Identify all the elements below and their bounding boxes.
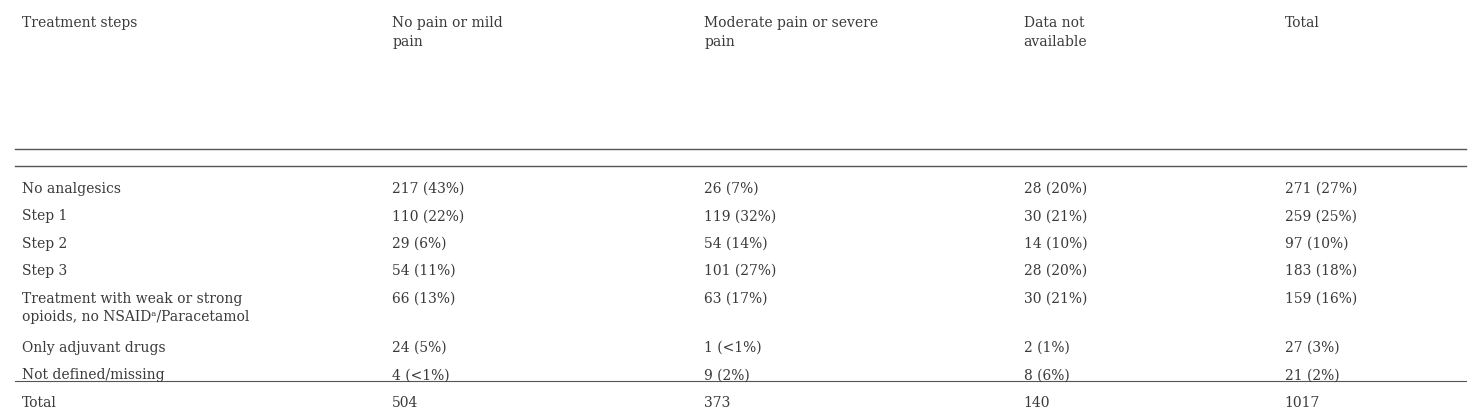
Text: 63 (17%): 63 (17%) <box>705 292 767 306</box>
Text: 2 (1%): 2 (1%) <box>1023 341 1069 355</box>
Text: Step 3: Step 3 <box>22 264 67 278</box>
Text: Treatment with weak or strong
opioids, no NSAIDᵃ/Paracetamol: Treatment with weak or strong opioids, n… <box>22 292 249 324</box>
Text: Moderate pain or severe
pain: Moderate pain or severe pain <box>705 16 878 49</box>
Text: 140: 140 <box>1023 396 1050 410</box>
Text: 183 (18%): 183 (18%) <box>1286 264 1357 278</box>
Text: 97 (10%): 97 (10%) <box>1286 236 1348 250</box>
Text: 259 (25%): 259 (25%) <box>1286 209 1357 223</box>
Text: Step 2: Step 2 <box>22 236 67 250</box>
Text: 110 (22%): 110 (22%) <box>392 209 465 223</box>
Text: Not defined/missing: Not defined/missing <box>22 368 164 382</box>
Text: 66 (13%): 66 (13%) <box>392 292 456 306</box>
Text: 27 (3%): 27 (3%) <box>1286 341 1339 355</box>
Text: 1 (<1%): 1 (<1%) <box>705 341 761 355</box>
Text: 14 (10%): 14 (10%) <box>1023 236 1087 250</box>
Text: 8 (6%): 8 (6%) <box>1023 368 1069 382</box>
Text: 28 (20%): 28 (20%) <box>1023 182 1087 196</box>
Text: Total: Total <box>22 396 56 410</box>
Text: Only adjuvant drugs: Only adjuvant drugs <box>22 341 166 355</box>
Text: 373: 373 <box>705 396 730 410</box>
Text: 29 (6%): 29 (6%) <box>392 236 447 250</box>
Text: 21 (2%): 21 (2%) <box>1286 368 1339 382</box>
Text: No analgesics: No analgesics <box>22 182 121 196</box>
Text: 24 (5%): 24 (5%) <box>392 341 447 355</box>
Text: Step 1: Step 1 <box>22 209 68 223</box>
Text: 9 (2%): 9 (2%) <box>705 368 749 382</box>
Text: 30 (21%): 30 (21%) <box>1023 292 1087 306</box>
Text: Data not
available: Data not available <box>1023 16 1087 49</box>
Text: Total: Total <box>1286 16 1320 30</box>
Text: 26 (7%): 26 (7%) <box>705 182 758 196</box>
Text: 4 (<1%): 4 (<1%) <box>392 368 450 382</box>
Text: 54 (14%): 54 (14%) <box>705 236 767 250</box>
Text: No pain or mild
pain: No pain or mild pain <box>392 16 504 49</box>
Text: 30 (21%): 30 (21%) <box>1023 209 1087 223</box>
Text: 504: 504 <box>392 396 419 410</box>
Text: 217 (43%): 217 (43%) <box>392 182 465 196</box>
Text: 1017: 1017 <box>1286 396 1320 410</box>
Text: 119 (32%): 119 (32%) <box>705 209 776 223</box>
Text: 159 (16%): 159 (16%) <box>1286 292 1357 306</box>
Text: Treatment steps: Treatment steps <box>22 16 138 30</box>
Text: 28 (20%): 28 (20%) <box>1023 264 1087 278</box>
Text: 271 (27%): 271 (27%) <box>1286 182 1357 196</box>
Text: 101 (27%): 101 (27%) <box>705 264 776 278</box>
Text: 54 (11%): 54 (11%) <box>392 264 456 278</box>
